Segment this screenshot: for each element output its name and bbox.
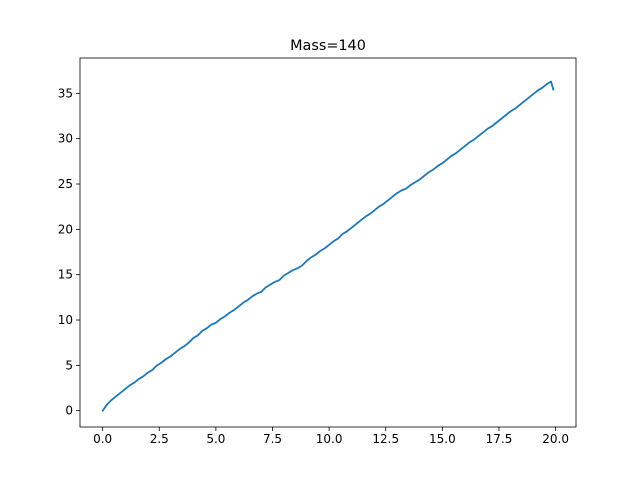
x-tick-label: 20.0 — [542, 432, 569, 446]
x-tick-label: 0.0 — [93, 432, 112, 446]
series-line — [101, 80, 555, 412]
y-axis-ticks: 0 5 10 15 20 25 30 35 — [58, 86, 80, 418]
y-tick-label: 0 — [65, 404, 73, 418]
x-tick-label: 15.0 — [429, 432, 456, 446]
y-tick-label: 10 — [58, 313, 73, 327]
y-tick-label: 30 — [58, 132, 73, 146]
y-tick-label: 35 — [58, 86, 73, 100]
x-tick-label: 2.5 — [150, 432, 169, 446]
x-tick-label: 5.0 — [206, 432, 225, 446]
x-tick-label: 10.0 — [316, 432, 343, 446]
plot-frame — [79, 57, 577, 428]
y-tick-label: 5 — [65, 358, 73, 372]
x-tick-label: 17.5 — [486, 432, 513, 446]
y-tick-label: 20 — [58, 222, 73, 236]
chart-title: Mass=140 — [290, 38, 366, 54]
y-tick-label: 25 — [58, 177, 73, 191]
x-tick-label: 7.5 — [263, 432, 282, 446]
y-tick-label: 15 — [58, 268, 73, 282]
x-tick-label: 12.5 — [372, 432, 399, 446]
x-axis-ticks: 0.0 2.5 5.0 7.5 10.0 12.5 15.0 17.5 20.0 — [93, 427, 569, 446]
